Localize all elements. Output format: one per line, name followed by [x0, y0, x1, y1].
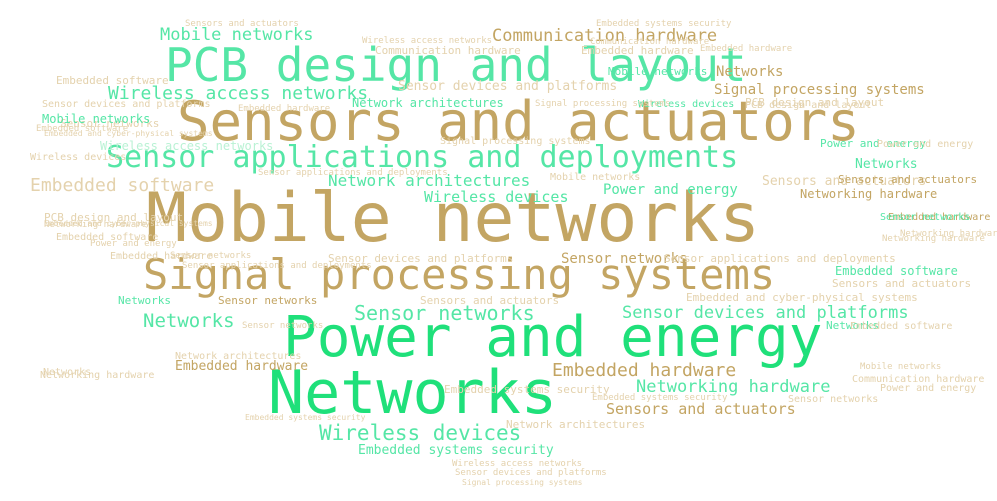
word: Power and energy: [880, 383, 977, 394]
word: Networks: [43, 367, 92, 378]
word: Sensor devices and platforms: [455, 468, 607, 478]
word: PCB design and layout: [745, 100, 872, 111]
word: Network architectures: [328, 171, 531, 190]
word: Communication hardware: [852, 374, 985, 385]
word: Embedded hardware: [110, 251, 213, 262]
word: Mobile networks: [550, 172, 641, 183]
word: Mobile networks: [146, 179, 761, 258]
word: Wireless devices: [319, 421, 522, 445]
word: Mobile networks: [860, 362, 942, 372]
word: Sensor networks: [880, 212, 971, 223]
word: Sensors and actuators: [185, 19, 299, 29]
word: Embedded software: [56, 74, 169, 87]
word: Power and energy: [877, 139, 974, 150]
word: Network architectures: [506, 418, 646, 431]
word: Networks: [118, 294, 171, 307]
word: Wireless devices: [30, 152, 127, 163]
word: Sensor applications and deployments: [664, 252, 896, 265]
word: Signal processing systems: [143, 250, 776, 299]
word: Wireless devices: [424, 188, 569, 206]
word: PCB design and layout: [745, 96, 885, 109]
word: Power and energy: [603, 182, 738, 198]
word: Mobile networks: [160, 25, 314, 45]
word: Sensor networks: [242, 321, 324, 331]
word: Sensors and actuators: [177, 90, 860, 153]
word: Networking hardware: [44, 220, 147, 230]
word: Network architectures: [352, 96, 504, 110]
word: Signal processing systems: [462, 478, 583, 487]
word: Communication hardware: [492, 26, 718, 46]
word: Embedded hardware: [175, 359, 309, 374]
word: Networking hardware: [882, 234, 985, 244]
word: Power and energy: [820, 137, 926, 150]
word: Sensor devices and platforms: [398, 79, 618, 94]
word: Embedded systems security: [358, 443, 554, 458]
word: Embedded systems security: [592, 393, 728, 403]
word: Communication hardware: [590, 37, 710, 47]
word: Embedded software: [36, 124, 129, 134]
word: Embedded software: [30, 175, 215, 196]
word: Sensors and actuators: [762, 174, 927, 189]
word: Wireless access networks: [362, 36, 493, 46]
word: Sensor networks: [218, 294, 318, 307]
word: Signal processing systems: [535, 99, 671, 109]
word: Signal processing systems: [714, 82, 925, 98]
word: Sensor networks: [170, 251, 252, 261]
word: Sensor networks: [561, 251, 688, 267]
word: Sensor networks: [788, 394, 879, 405]
word: Embedded systems security: [245, 413, 366, 422]
word: Networking hardware: [800, 187, 938, 201]
word: PCB design and layout: [44, 211, 184, 224]
word: Wireless access networks: [452, 459, 583, 469]
word: Sensor devices and platforms: [328, 252, 514, 265]
word: Embedded software: [850, 321, 953, 332]
word: Sensor devices and platforms: [42, 99, 211, 110]
word: Communication hardware: [375, 44, 521, 57]
word: Signal processing systems: [440, 136, 591, 147]
word: Embedded hardware: [238, 104, 331, 114]
word: Embedded and cyber-physical systems: [44, 219, 213, 228]
word: Sensor networks: [60, 117, 160, 130]
word: Sensor networks: [354, 301, 535, 325]
word: Networking hardware: [900, 229, 997, 239]
word: Mobile networks: [608, 65, 708, 78]
word: Sensors and actuators: [420, 294, 560, 307]
word: Sensors and actuators: [606, 400, 796, 418]
word: Embedded systems security: [596, 19, 732, 29]
word: Networks: [143, 310, 235, 332]
word: Embedded hardware: [552, 360, 737, 381]
word: Networks: [826, 319, 879, 332]
word: Power and energy: [283, 305, 823, 370]
word: Embedded hardware: [888, 212, 991, 223]
word: Embedded software: [56, 232, 159, 243]
word: Embedded hardware: [581, 44, 694, 57]
word: Networks: [716, 64, 784, 80]
word: Sensor devices and platforms: [622, 303, 909, 323]
word: Sensor applications and deployments: [106, 140, 739, 175]
word: Sensors and actuators: [838, 173, 978, 186]
word: Power and energy: [90, 239, 177, 249]
word: Embedded systems security: [444, 383, 610, 396]
word: Mobile networks: [42, 112, 151, 126]
word: Sensors and actuators: [832, 277, 972, 290]
word: Sensor applications and deployments: [258, 168, 448, 178]
word: Networks: [268, 358, 557, 428]
word: Sensor applications and deployments: [182, 261, 372, 271]
word: Embedded and cyber-physical systems: [686, 291, 918, 304]
word: Networking hardware: [40, 370, 155, 381]
word: Network architectures: [175, 351, 302, 362]
word: Networking hardware: [636, 377, 831, 397]
word: Wireless access networks: [108, 83, 369, 104]
word: Embedded and cyber-physical systems: [44, 129, 213, 138]
word: Embedded software: [835, 264, 958, 278]
word: Wireless devices: [638, 99, 735, 110]
word: Wireless access networks: [100, 139, 274, 153]
word: Networks: [855, 157, 918, 172]
word: PCB design and layout: [165, 38, 747, 92]
word: Embedded hardware: [700, 44, 793, 54]
